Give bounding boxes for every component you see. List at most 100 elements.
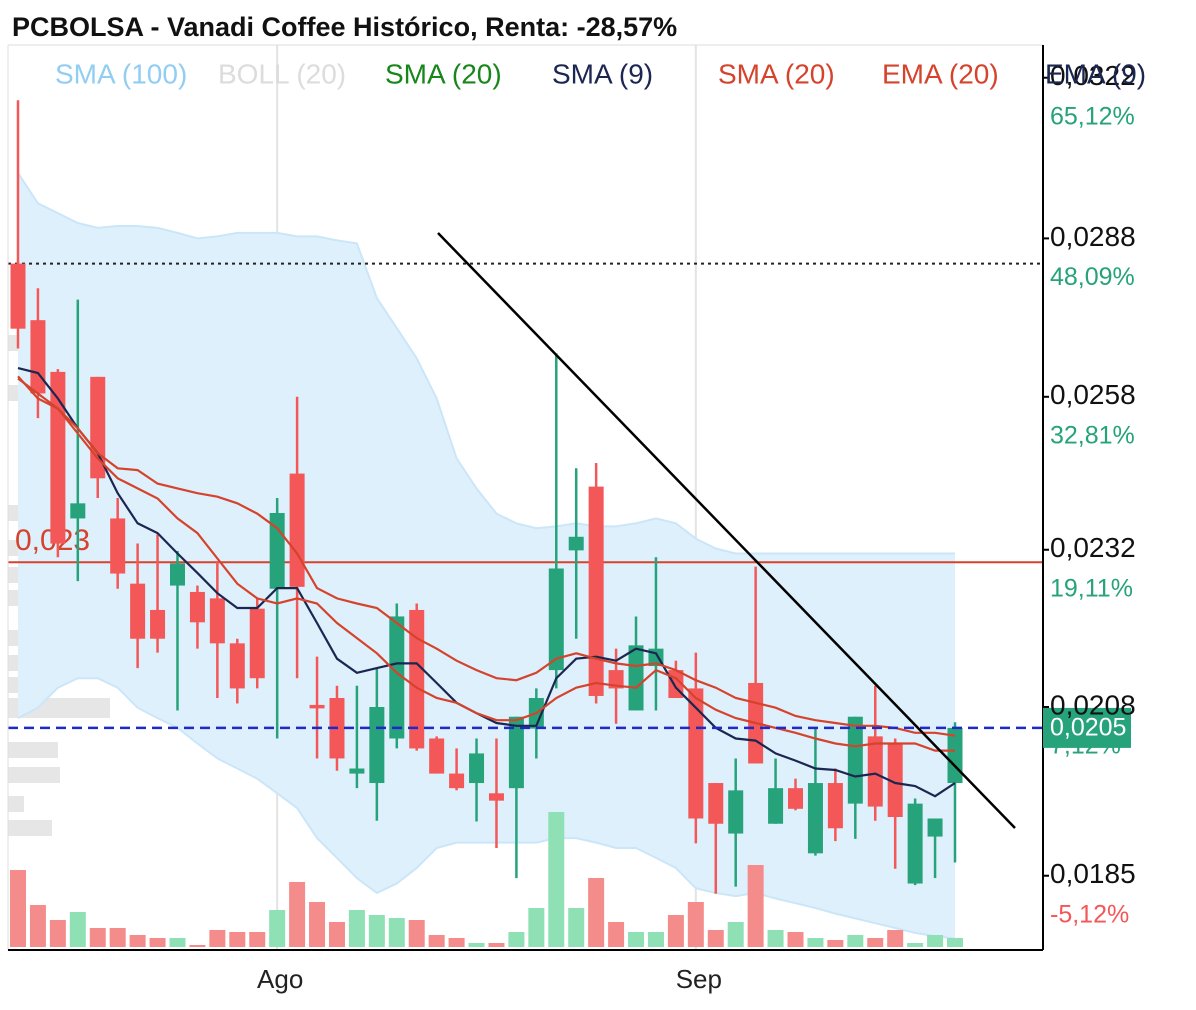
x-tick-label: Ago	[257, 964, 303, 994]
candle-body	[788, 788, 804, 809]
volume-bar	[388, 918, 405, 947]
candle-body	[608, 670, 624, 689]
volume-bar	[747, 865, 764, 947]
candle-body	[369, 706, 385, 784]
volume-bar	[189, 945, 206, 947]
y-tick-change: 7,12%	[1050, 732, 1121, 760]
candle-body	[688, 688, 704, 819]
candle-body	[628, 645, 644, 711]
legend-label: SMA (20)	[718, 58, 835, 89]
profile-bar	[8, 655, 20, 671]
candle-body	[488, 793, 504, 801]
volume-bar	[508, 932, 525, 947]
volume-bar	[309, 902, 326, 947]
candle-body	[469, 753, 485, 784]
volume-bar	[707, 930, 724, 947]
candle-body	[110, 518, 126, 574]
candle-body	[169, 563, 185, 586]
volume-bar	[368, 915, 385, 947]
y-tick-label: 0,0232	[1050, 532, 1136, 563]
y-tick-change: -5,12%	[1050, 900, 1129, 928]
volume-bar	[209, 930, 226, 947]
candle-body	[389, 616, 405, 739]
moving-average	[17, 375, 955, 752]
candle-body	[847, 716, 863, 804]
y-tick-label: 0,0208	[1050, 689, 1136, 720]
volume-bar	[69, 912, 86, 947]
volume-bar	[109, 928, 126, 947]
volume-bar	[628, 932, 645, 947]
plot: 0,023	[8, 45, 1043, 950]
y-tick-change: 65,12%	[1050, 102, 1135, 130]
y-tick-change: 32,81%	[1050, 421, 1135, 449]
volume-bar	[149, 938, 166, 947]
candle-body	[708, 783, 724, 824]
legend-label: SMA (20)	[385, 58, 502, 89]
volume-bar	[608, 922, 625, 947]
y-tick-change: 19,11%	[1050, 574, 1133, 602]
candle-body	[887, 743, 903, 818]
volume-bar	[468, 943, 485, 947]
band-lower	[17, 677, 956, 940]
volume-bar	[787, 932, 804, 947]
candle-body	[827, 783, 843, 829]
candle-body	[289, 473, 305, 587]
volume-bar	[10, 870, 26, 947]
band-fill	[18, 172, 955, 939]
moving-average	[17, 377, 956, 737]
volume-bar	[568, 908, 585, 947]
volume-bar	[408, 920, 425, 947]
moving-average	[17, 367, 956, 798]
profile-bar	[8, 742, 58, 758]
trend-line	[437, 232, 1016, 829]
last-price-box	[1043, 707, 1131, 748]
volume-bar	[647, 932, 664, 947]
profile-bar	[8, 820, 52, 836]
candle-body	[768, 788, 784, 824]
profile-bar	[8, 335, 18, 351]
candle-body	[229, 643, 245, 689]
candle-body	[70, 503, 86, 519]
volume-bar	[528, 908, 545, 947]
legend-label: SMA (100)	[55, 58, 187, 89]
y-tick-label: 0,0288	[1050, 221, 1136, 252]
volume-bar	[867, 938, 884, 947]
candle-body	[150, 609, 166, 639]
candle-body	[807, 783, 823, 854]
candle-body	[548, 568, 564, 671]
volume-bar	[289, 882, 306, 947]
volume-bar	[29, 905, 46, 947]
volume-bar	[548, 812, 565, 947]
volume-bar	[448, 938, 465, 947]
candle-body	[508, 716, 524, 789]
volume-bar	[827, 940, 844, 947]
volume-bar	[328, 922, 345, 947]
candle-body	[429, 738, 445, 774]
volume-bar	[488, 943, 505, 947]
candle-body	[927, 818, 943, 837]
candle-body	[588, 486, 604, 696]
y-tick-label: 0,0258	[1050, 379, 1136, 410]
volume-bar	[129, 935, 146, 947]
candle-body	[867, 736, 883, 807]
candle-body	[409, 609, 425, 749]
volume-bar	[887, 930, 904, 947]
y-tick-label: 0,0322	[1050, 60, 1136, 91]
candle-body	[907, 803, 923, 884]
volume-bar	[49, 920, 66, 947]
last-price-label: 0,0205	[1050, 714, 1126, 742]
profile-bar	[8, 796, 24, 812]
candle-body	[209, 598, 225, 644]
candle-body	[249, 608, 265, 679]
chart-title: PCBOLSA - Vanadi Coffee Histórico, Renta…	[12, 12, 677, 42]
legend-label: EMA (20)	[882, 58, 999, 89]
profile-bar	[8, 767, 60, 783]
candle-body	[947, 727, 963, 784]
volume-bar	[269, 910, 286, 947]
volume-bar	[348, 910, 365, 947]
volume-bar	[947, 938, 963, 947]
candle-body	[30, 320, 46, 394]
candle-body	[189, 591, 205, 623]
volume-bar	[89, 928, 106, 947]
